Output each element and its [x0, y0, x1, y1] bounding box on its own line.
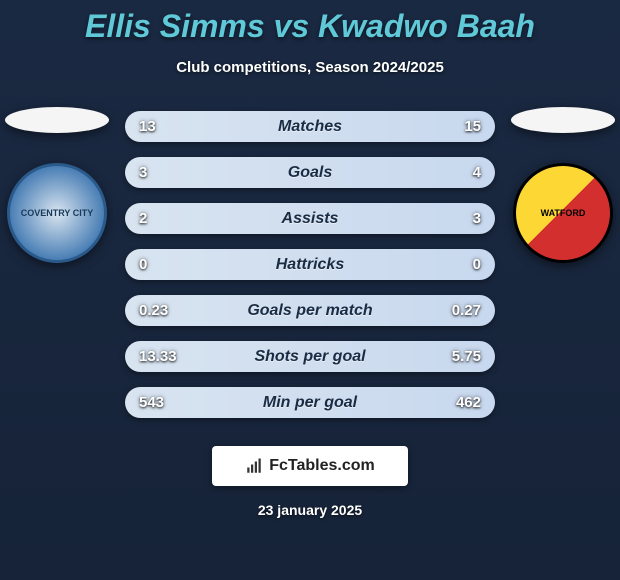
stat-row: 0 Hattricks 0 — [125, 249, 495, 280]
club-badge-right: WATFORD — [513, 163, 613, 263]
stat-val-right: 4 — [431, 164, 481, 181]
chart-icon — [245, 457, 263, 475]
stat-val-right: 15 — [431, 118, 481, 135]
club-badge-left-text: COVENTRY CITY — [21, 208, 94, 218]
stat-val-left: 2 — [139, 210, 189, 227]
stat-val-right: 0 — [431, 256, 481, 273]
stat-val-right: 5.75 — [431, 348, 481, 365]
stat-row: 0.23 Goals per match 0.27 — [125, 295, 495, 326]
stat-label: Shots per goal — [189, 348, 431, 366]
stat-val-left: 3 — [139, 164, 189, 181]
stat-row: 13.33 Shots per goal 5.75 — [125, 341, 495, 372]
stat-val-right: 3 — [431, 210, 481, 227]
stat-label: Hattricks — [189, 256, 431, 274]
stat-label: Goals per match — [189, 302, 431, 320]
subtitle: Club competitions, Season 2024/2025 — [0, 59, 620, 76]
player-right-avatar — [511, 107, 615, 133]
player-right-column: WATFORD — [508, 107, 618, 263]
page-title: Ellis Simms vs Kwadwo Baah — [0, 0, 620, 45]
stat-row: 3 Goals 4 — [125, 157, 495, 188]
stat-row: 543 Min per goal 462 — [125, 387, 495, 418]
footer-logo[interactable]: FcTables.com — [212, 446, 408, 486]
footer-date: 23 january 2025 — [0, 502, 620, 518]
stat-val-left: 0 — [139, 256, 189, 273]
stat-label: Assists — [189, 210, 431, 228]
player-left-column: COVENTRY CITY — [2, 107, 112, 263]
stats-table: 13 Matches 15 3 Goals 4 2 Assists 3 0 Ha… — [125, 111, 495, 418]
club-badge-right-text: WATFORD — [541, 208, 586, 218]
footer-logo-text: FcTables.com — [269, 457, 375, 475]
stat-val-left: 543 — [139, 394, 189, 411]
stat-label: Min per goal — [189, 394, 431, 412]
stat-val-right: 0.27 — [431, 302, 481, 319]
stat-row: 13 Matches 15 — [125, 111, 495, 142]
stat-val-left: 13 — [139, 118, 189, 135]
stat-val-left: 13.33 — [139, 348, 189, 365]
stat-row: 2 Assists 3 — [125, 203, 495, 234]
comparison-content: COVENTRY CITY 13 Matches 15 3 Goals 4 2 … — [0, 111, 620, 418]
club-badge-left: COVENTRY CITY — [7, 163, 107, 263]
stat-val-left: 0.23 — [139, 302, 189, 319]
stat-val-right: 462 — [431, 394, 481, 411]
player-left-avatar — [5, 107, 109, 133]
stat-label: Matches — [189, 118, 431, 136]
stat-label: Goals — [189, 164, 431, 182]
